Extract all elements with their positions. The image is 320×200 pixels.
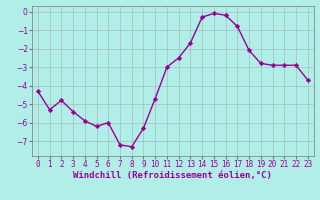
X-axis label: Windchill (Refroidissement éolien,°C): Windchill (Refroidissement éolien,°C) (73, 171, 272, 180)
